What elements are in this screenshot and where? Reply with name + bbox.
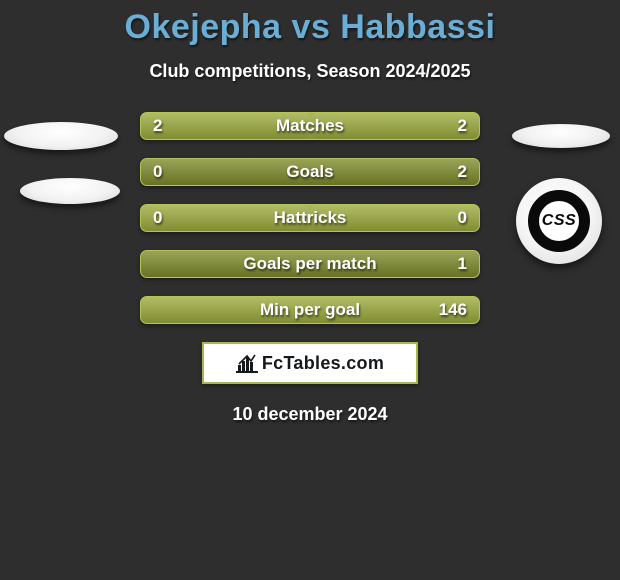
stat-label: Goals per match bbox=[243, 254, 376, 274]
stat-right-value: 146 bbox=[439, 300, 467, 320]
brand-text: FcTables.com bbox=[262, 353, 384, 374]
date-text: 10 december 2024 bbox=[232, 404, 387, 425]
stat-label: Min per goal bbox=[260, 300, 360, 320]
stat-right-value: 0 bbox=[458, 208, 467, 228]
stat-bar-min-per-goal: Min per goal 146 bbox=[140, 296, 480, 324]
stat-bar-hattricks: 0 Hattricks 0 bbox=[140, 204, 480, 232]
stat-right-value: 2 bbox=[458, 162, 467, 182]
bar-chart-icon bbox=[236, 353, 258, 373]
page-subtitle: Club competitions, Season 2024/2025 bbox=[149, 61, 470, 82]
stat-label: Goals bbox=[286, 162, 333, 182]
infographic-root: Okejepha vs Habbassi Club competitions, … bbox=[0, 0, 620, 580]
stat-bar-matches: 2 Matches 2 bbox=[140, 112, 480, 140]
stat-label: Matches bbox=[276, 116, 344, 136]
stat-left-value: 0 bbox=[153, 162, 162, 182]
brand-box[interactable]: FcTables.com bbox=[202, 342, 418, 384]
page-title: Okejepha vs Habbassi bbox=[125, 8, 496, 47]
stat-left-value: 0 bbox=[153, 208, 162, 228]
stats-container: 2 Matches 2 0 Goals 2 0 Hattricks 0 bbox=[0, 112, 620, 324]
stat-row: Goals per match 1 bbox=[0, 250, 620, 278]
stat-bar-goals-per-match: Goals per match 1 bbox=[140, 250, 480, 278]
stat-row: 0 Hattricks 0 bbox=[0, 204, 620, 232]
stat-row: 0 Goals 2 bbox=[0, 158, 620, 186]
stat-row: Min per goal 146 bbox=[0, 296, 620, 324]
stat-right-value: 1 bbox=[458, 254, 467, 274]
stat-right-value: 2 bbox=[458, 116, 467, 136]
stat-row: 2 Matches 2 bbox=[0, 112, 620, 140]
stat-label: Hattricks bbox=[274, 208, 347, 228]
stat-bar-goals: 0 Goals 2 bbox=[140, 158, 480, 186]
stat-left-value: 2 bbox=[153, 116, 162, 136]
